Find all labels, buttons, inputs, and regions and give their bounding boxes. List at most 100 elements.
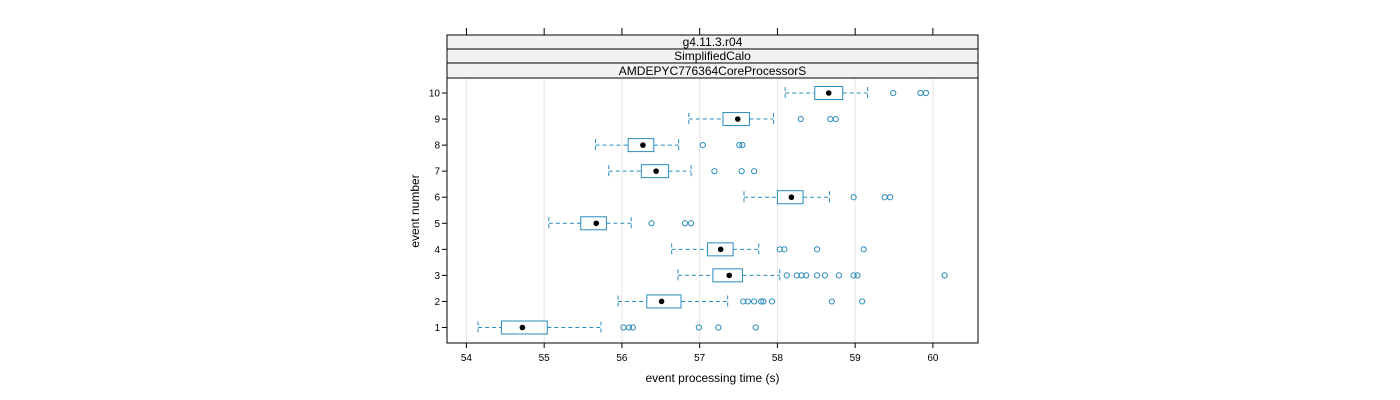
outlier-point	[752, 324, 759, 331]
outlier-point	[881, 194, 888, 201]
outlier-point	[813, 272, 821, 279]
outlier-point	[695, 324, 702, 331]
median-dot	[658, 298, 665, 305]
outlier-point	[859, 298, 866, 305]
y-tick-label-3: 3	[434, 271, 440, 282]
outlier-point	[688, 220, 695, 227]
median-dot	[825, 90, 832, 96]
median-dot	[640, 142, 646, 148]
y-axis: 1 2 3 4 5 6 7 8 9 10	[429, 89, 447, 334]
outlier-point	[750, 298, 758, 305]
box-event-9	[688, 112, 839, 127]
x-tick-label-58: 58	[772, 353, 784, 364]
y-tick-label-1: 1	[434, 323, 440, 334]
outlier-point	[828, 298, 835, 305]
median-dot	[726, 272, 733, 279]
outlier-point	[740, 298, 747, 305]
outlier-point	[860, 246, 867, 253]
median-dot	[734, 116, 741, 122]
outlier-point	[941, 272, 948, 279]
strip-label-bottom: AMDEPYC776364CoreProcessorS	[619, 64, 806, 78]
y-tick-label-7: 7	[434, 167, 440, 178]
outlier-point	[711, 168, 718, 175]
outlier-point	[648, 220, 655, 227]
box-iqr	[722, 112, 750, 127]
y-tick-label-8: 8	[434, 141, 440, 152]
outlier-point	[797, 115, 804, 123]
y-tick-label-2: 2	[434, 297, 440, 308]
x-tick-label-57: 57	[694, 353, 706, 364]
median-dot	[593, 220, 600, 227]
box-iqr	[712, 268, 743, 283]
box-iqr	[646, 294, 682, 309]
x-tick-label-60: 60	[927, 353, 939, 364]
box-iqr	[580, 216, 607, 231]
x-tick-label-59: 59	[850, 353, 862, 364]
median-dot	[788, 194, 795, 201]
y-tick-label-5: 5	[434, 219, 440, 230]
grid-lines	[465, 78, 934, 343]
box-iqr	[500, 320, 548, 335]
outlier-point	[850, 194, 857, 201]
outlier-point	[629, 324, 636, 331]
outlier-point	[832, 115, 839, 123]
y-tick-label-4: 4	[434, 245, 440, 256]
y-axis-label: event number	[408, 174, 422, 247]
box-event-4	[671, 242, 867, 257]
outlier-point	[750, 168, 758, 175]
x-axis: 54 55 56 57 58 59 60	[461, 28, 939, 364]
box-event-1	[477, 320, 759, 335]
outlier-point	[681, 220, 689, 227]
median-dot	[653, 168, 659, 174]
outlier-point	[625, 324, 633, 331]
box-event-10	[784, 86, 930, 100]
outlier-point	[760, 298, 767, 305]
box-event-3	[677, 268, 948, 283]
x-tick-label-56: 56	[616, 353, 628, 364]
box-event-7	[608, 164, 758, 179]
outlier-point	[854, 272, 861, 279]
box-event-8	[594, 138, 746, 153]
strip-bottom: AMDEPYC776364CoreProcessorS	[446, 62, 979, 79]
outlier-point	[699, 142, 706, 149]
outlier-point	[783, 272, 790, 279]
box-iqr	[706, 242, 734, 257]
x-axis-label: event processing time (s)	[645, 371, 779, 385]
outlier-point	[890, 89, 897, 97]
outlier-point	[850, 272, 857, 279]
box-event-5	[548, 216, 695, 231]
outlier-point	[813, 246, 821, 253]
y-tick-label-9: 9	[434, 115, 440, 126]
box-event-2	[617, 294, 866, 309]
outlier-point	[744, 298, 751, 305]
strip-middle: SimplifiedCalo	[446, 48, 979, 64]
strip-top: g4.11.3.r04	[446, 34, 979, 50]
box-event-6	[743, 190, 894, 205]
outlier-point	[738, 168, 745, 175]
outlier-point	[739, 142, 746, 149]
outlier-point	[776, 246, 783, 253]
outlier-point	[917, 89, 924, 97]
strip-label-middle: SimplifiedCalo	[674, 49, 751, 63]
box-series	[477, 86, 948, 335]
outlier-point	[887, 194, 894, 201]
y-tick-label-6: 6	[434, 193, 440, 204]
median-dot	[519, 324, 526, 331]
outlier-point	[757, 298, 765, 305]
outlier-point	[835, 272, 842, 279]
outlier-point	[798, 272, 805, 279]
median-dot	[717, 246, 724, 253]
x-tick-label-55: 55	[539, 353, 551, 364]
outlier-point	[768, 298, 776, 305]
outlier-point	[922, 89, 930, 97]
box-iqr	[627, 138, 655, 153]
plot-panel	[446, 77, 979, 344]
box-iqr	[814, 86, 844, 100]
box-iqr	[776, 190, 804, 205]
outlier-point	[781, 246, 788, 253]
strip-label-top: g4.11.3.r04	[683, 35, 743, 49]
box-iqr	[640, 164, 670, 179]
outlier-point	[715, 324, 722, 331]
outlier-point	[821, 272, 828, 279]
